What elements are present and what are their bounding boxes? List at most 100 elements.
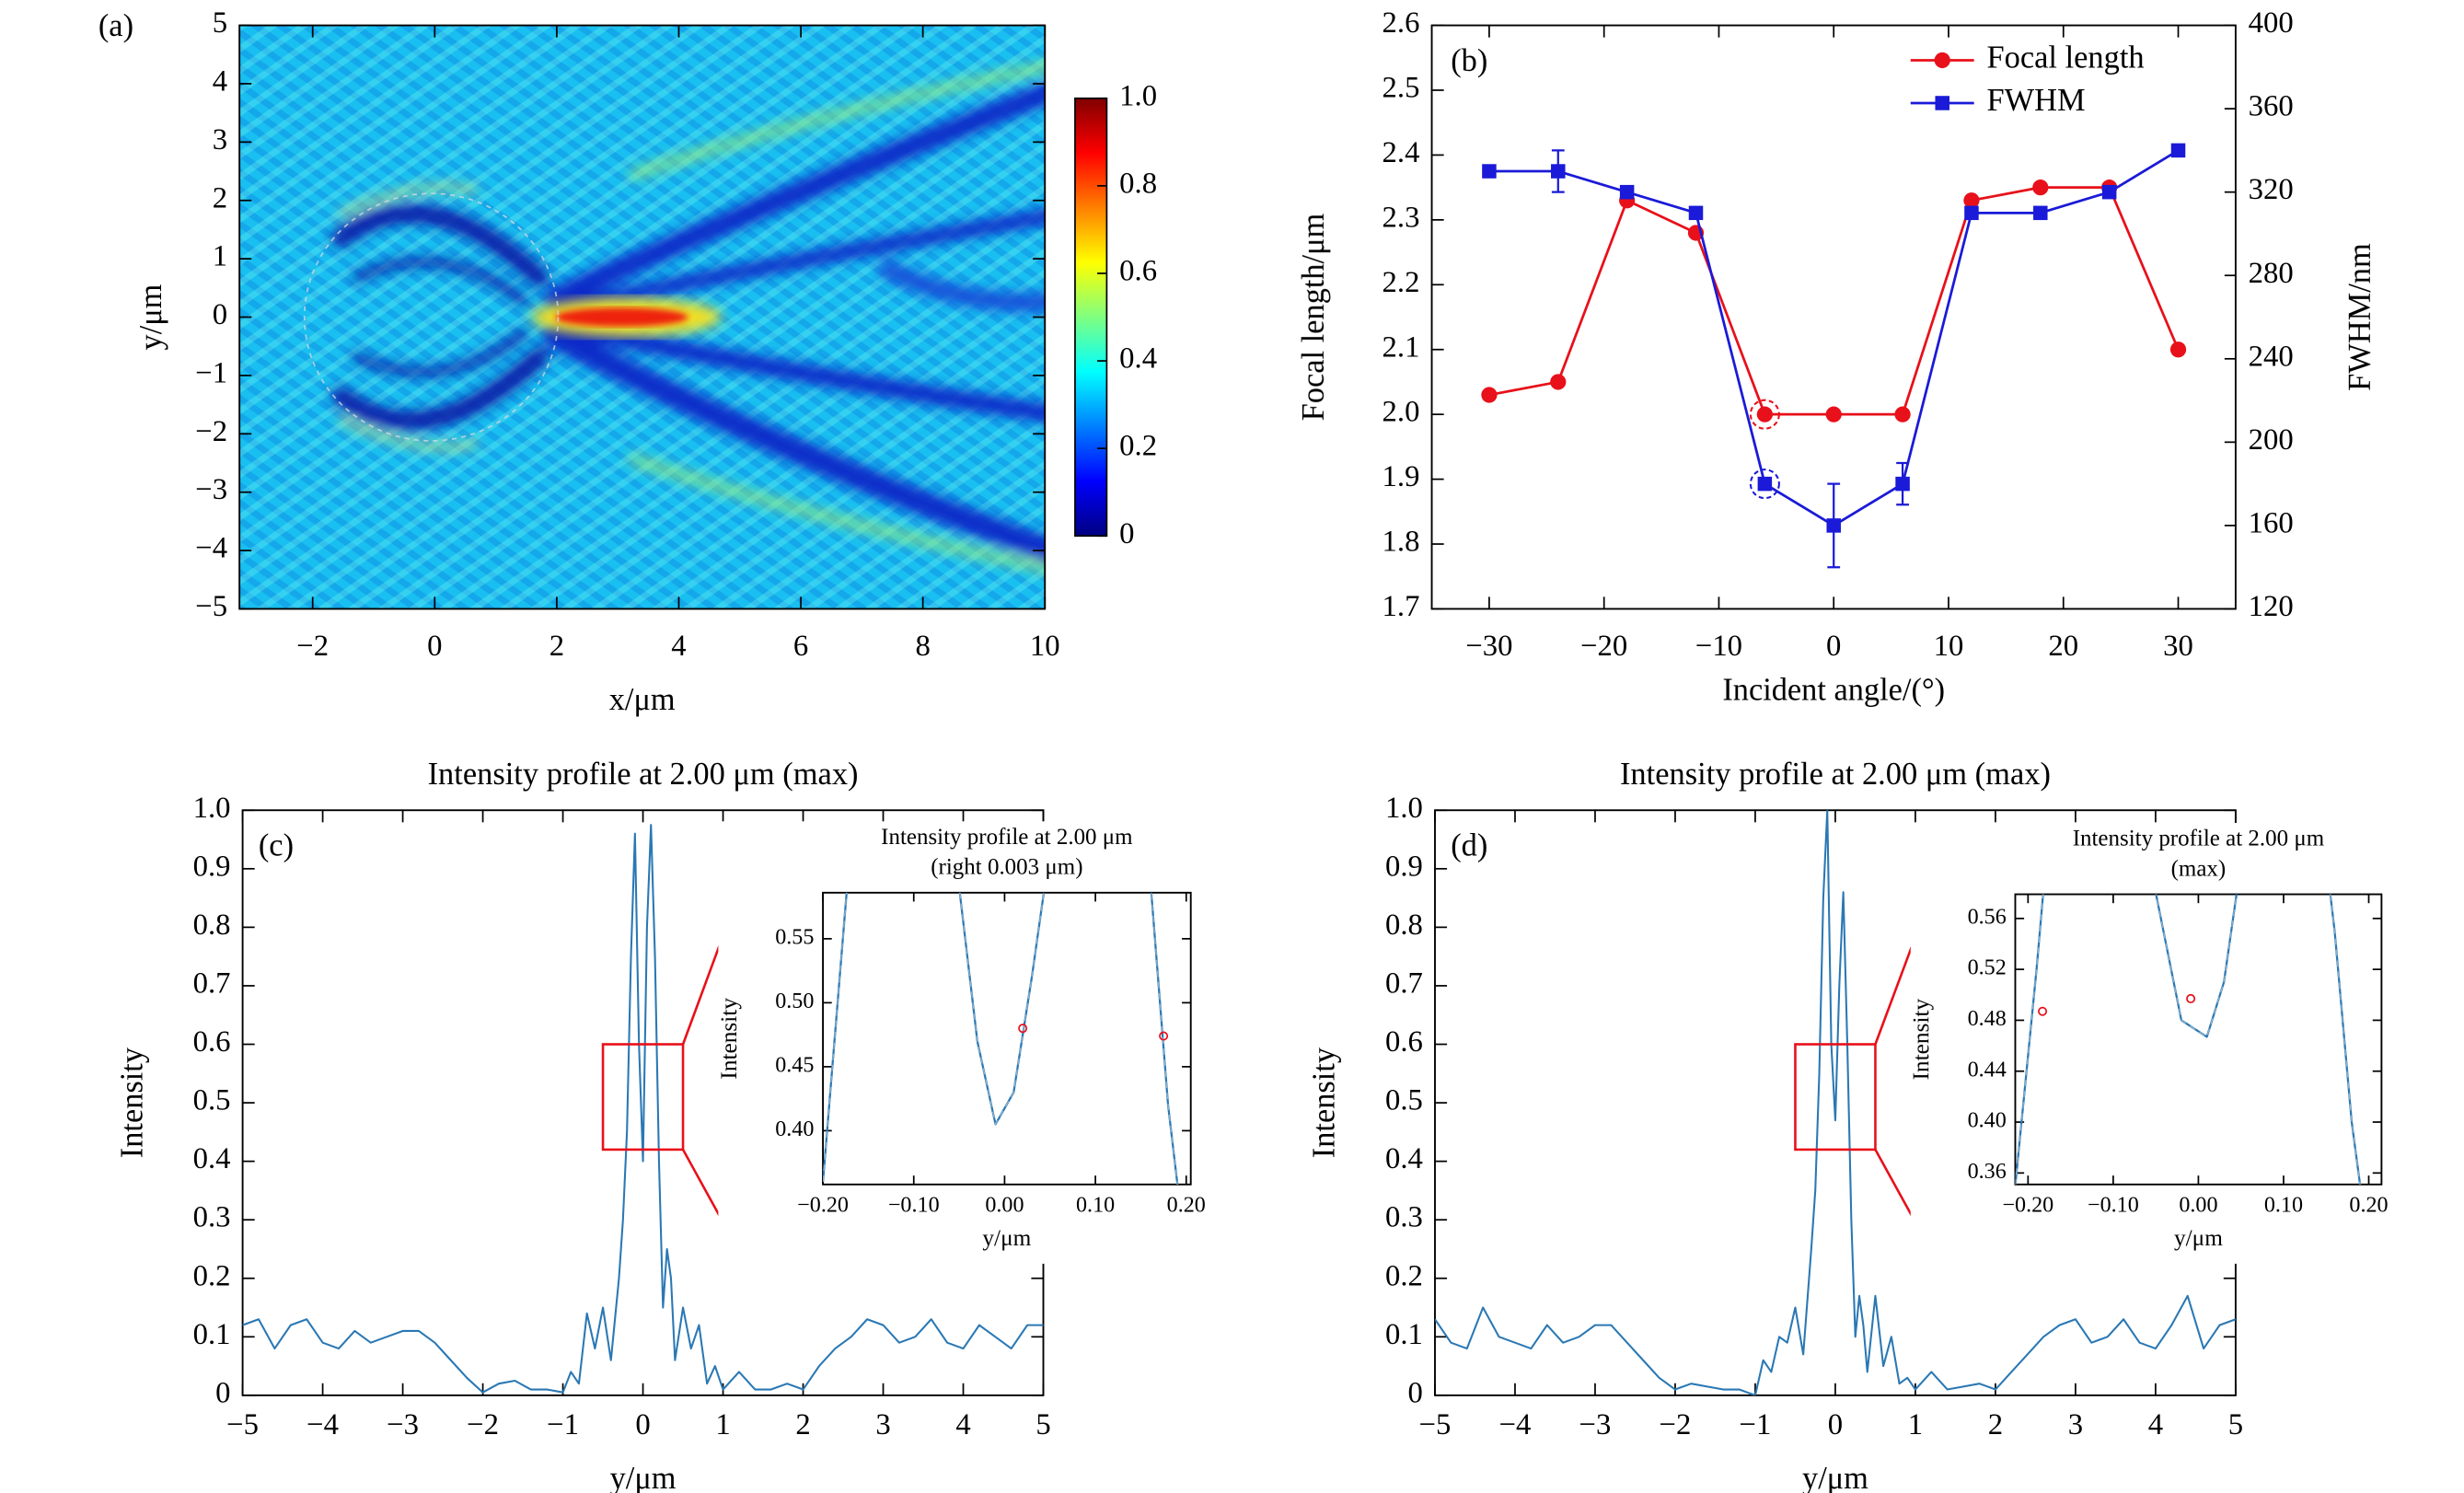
inset-background (1910, 823, 2395, 1264)
zoom-box (1794, 1043, 1877, 1152)
y2-tick-label: 360 (2249, 90, 2294, 123)
y-tick-label: −1 (195, 356, 227, 389)
y2-tick-label: 200 (2249, 423, 2294, 457)
colorbar-tick-label: 0.6 (1119, 254, 1157, 287)
y-tick-label: 0.40 (775, 1117, 814, 1141)
x-tick-label: −0.20 (797, 1193, 849, 1217)
x-axis-label: y/μm (2174, 1225, 2223, 1251)
y-tick-label: 0.44 (1968, 1058, 2007, 1082)
x-tick-label: 30 (2163, 630, 2193, 663)
y2-axis-label: FWHM/nm (2343, 243, 2377, 391)
panel-label: (d) (1451, 828, 1487, 862)
y-tick-label: −3 (195, 473, 227, 506)
marker (1551, 164, 1566, 179)
y-tick-label: 1 (213, 240, 227, 273)
x-axis-label: x/μm (609, 682, 676, 717)
x-tick-label: 2 (795, 1408, 810, 1441)
y-tick-label: 0 (215, 1376, 230, 1409)
colorbar-tick-label: 1.0 (1119, 79, 1157, 112)
panel-label: (b) (1451, 43, 1487, 78)
x-tick-label: −3 (387, 1408, 419, 1441)
x-tick-label: −10 (1695, 630, 1742, 663)
inset-title: (max) (2171, 856, 2227, 881)
marker (2169, 341, 2187, 358)
x-axis-label: y/μm (982, 1225, 1031, 1251)
highlight-point (1018, 1024, 1028, 1034)
x-tick-label: −4 (1499, 1408, 1532, 1441)
y-tick-label: 2.0 (1382, 396, 1420, 429)
plot-area (823, 892, 1179, 1185)
panel-label: (a) (98, 8, 133, 43)
y-tick-label: 0.7 (1385, 966, 1423, 1000)
x-tick-label: −0.10 (888, 1193, 940, 1217)
y2-tick-label: 240 (2249, 340, 2294, 373)
y-tick-label: 0.1 (193, 1318, 231, 1351)
x-tick-label: 6 (793, 630, 808, 663)
inset-background (718, 821, 1204, 1264)
marker (1482, 164, 1497, 179)
x-tick-label: −20 (1580, 630, 1627, 663)
zoom-box (601, 1043, 685, 1152)
highlight-ring (1749, 469, 1780, 500)
y-tick-label: 0.50 (775, 990, 814, 1013)
y-tick-label: 2.2 (1382, 266, 1420, 299)
y-tick-label: 0.7 (193, 966, 231, 1000)
y-tick-label: 0.3 (193, 1201, 231, 1234)
highlight-point (2186, 993, 2196, 1003)
x-tick-label: 2 (1988, 1408, 2003, 1441)
marker (1550, 374, 1567, 390)
legend-marker (1934, 52, 1950, 69)
y2-tick-label: 120 (2249, 590, 2294, 623)
y-axis-label: Intensity (1307, 1047, 1342, 1158)
y-tick-label: 5 (213, 6, 227, 40)
x-tick-label: 10 (1030, 630, 1060, 663)
colorbar-tick-label: 0.4 (1119, 342, 1157, 376)
y-tick-label: 0.5 (193, 1084, 231, 1117)
marker (2032, 179, 2049, 196)
inset-title: Intensity profile at 2.00 μm (881, 825, 1133, 850)
x-tick-label: 8 (915, 630, 930, 663)
y-axis-label: Focal length/μm (1296, 214, 1331, 422)
x-tick-label: 0 (427, 630, 442, 663)
y-tick-label: 0.2 (1385, 1259, 1423, 1292)
marker (1826, 518, 1841, 533)
y-tick-label: 0 (213, 298, 227, 331)
data-line-dash (2015, 894, 2361, 1185)
x-tick-label: 0.10 (2264, 1193, 2303, 1217)
x-tick-label: −5 (1419, 1408, 1452, 1441)
legend-label: Focal length (1986, 40, 2144, 75)
marker (1963, 192, 1980, 209)
marker (2033, 205, 2048, 221)
x-tick-label: 0 (635, 1408, 650, 1441)
marker (1481, 387, 1498, 403)
y-tick-label: 0.3 (1385, 1201, 1423, 1234)
data-line (1488, 186, 2180, 416)
y-tick-label: 0.9 (1385, 850, 1423, 883)
legend-marker (1935, 96, 1949, 110)
x-tick-label: 0.00 (2179, 1193, 2217, 1217)
marker (1619, 184, 1635, 200)
y-tick-label: 0.55 (775, 925, 814, 949)
y-tick-label: 0.45 (775, 1053, 814, 1077)
data-line (1434, 810, 2236, 1395)
y-axis-label: Intensity (716, 998, 742, 1080)
x-tick-label: −2 (1660, 1408, 1692, 1441)
highlight-point (1159, 1031, 1169, 1041)
x-tick-label: 0.10 (1076, 1193, 1115, 1217)
plot-area (1434, 810, 2236, 1395)
colorbar-tick-label: 0 (1119, 517, 1134, 550)
y-axis-label: y/μm (133, 284, 168, 350)
y-tick-label: 0.56 (1968, 905, 2007, 929)
y-tick-label: −4 (195, 532, 227, 565)
x-tick-label: 4 (2148, 1408, 2163, 1441)
marker (1756, 406, 1773, 422)
y-tick-label: 1.8 (1382, 526, 1420, 559)
y-tick-label: −5 (195, 590, 227, 623)
y-tick-label: 0.5 (1385, 1084, 1423, 1117)
y-tick-label: 0.48 (1968, 1007, 2007, 1031)
y-tick-label: −2 (195, 415, 227, 448)
panel-label: (c) (259, 828, 294, 862)
y-tick-label: 1.9 (1382, 460, 1420, 493)
y2-tick-label: 280 (2249, 257, 2294, 290)
